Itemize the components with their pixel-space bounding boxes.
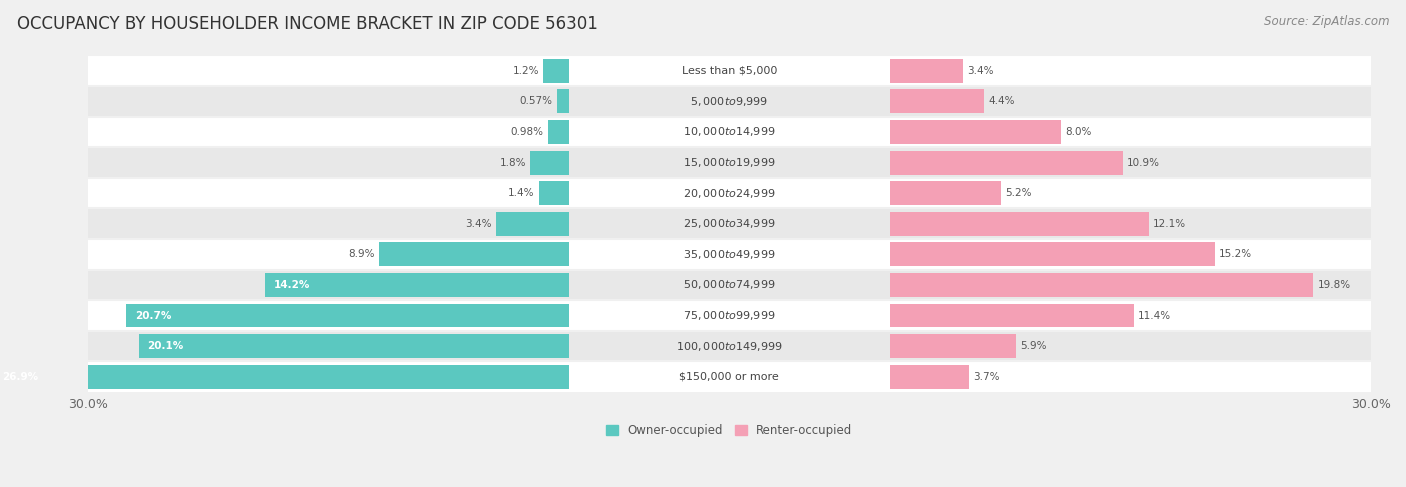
Bar bbox=[543, 59, 569, 83]
Text: $15,000 to $19,999: $15,000 to $19,999 bbox=[683, 156, 776, 169]
Bar bbox=[548, 120, 569, 144]
Text: $75,000 to $99,999: $75,000 to $99,999 bbox=[683, 309, 776, 322]
Text: 1.8%: 1.8% bbox=[499, 158, 526, 168]
Bar bbox=[890, 90, 984, 113]
Bar bbox=[530, 150, 569, 174]
Text: $5,000 to $9,999: $5,000 to $9,999 bbox=[690, 95, 769, 108]
Text: 15.2%: 15.2% bbox=[1219, 249, 1253, 260]
Text: 1.4%: 1.4% bbox=[508, 188, 534, 198]
Bar bbox=[127, 303, 569, 327]
Text: 5.2%: 5.2% bbox=[1005, 188, 1032, 198]
Text: $50,000 to $74,999: $50,000 to $74,999 bbox=[683, 279, 776, 291]
Text: 10.9%: 10.9% bbox=[1128, 158, 1160, 168]
Text: 4.4%: 4.4% bbox=[988, 96, 1015, 106]
Bar bbox=[0, 365, 569, 389]
Text: Source: ZipAtlas.com: Source: ZipAtlas.com bbox=[1264, 15, 1389, 28]
Bar bbox=[139, 334, 569, 358]
Bar bbox=[87, 86, 1371, 117]
Text: $25,000 to $34,999: $25,000 to $34,999 bbox=[683, 217, 776, 230]
Text: 0.57%: 0.57% bbox=[519, 96, 553, 106]
Bar bbox=[890, 303, 1133, 327]
Bar bbox=[266, 273, 569, 297]
Text: 8.9%: 8.9% bbox=[347, 249, 374, 260]
Bar bbox=[87, 208, 1371, 239]
Text: 3.4%: 3.4% bbox=[967, 66, 993, 76]
Bar bbox=[538, 181, 569, 205]
Text: 11.4%: 11.4% bbox=[1137, 311, 1171, 320]
Text: 20.7%: 20.7% bbox=[135, 311, 172, 320]
Bar bbox=[890, 150, 1123, 174]
Text: 19.8%: 19.8% bbox=[1317, 280, 1351, 290]
Text: Less than $5,000: Less than $5,000 bbox=[682, 66, 778, 76]
Bar bbox=[890, 273, 1313, 297]
Legend: Owner-occupied, Renter-occupied: Owner-occupied, Renter-occupied bbox=[602, 419, 858, 442]
Text: 20.1%: 20.1% bbox=[148, 341, 184, 351]
Text: $10,000 to $14,999: $10,000 to $14,999 bbox=[683, 126, 776, 138]
Bar bbox=[87, 56, 1371, 86]
Bar bbox=[87, 117, 1371, 147]
Text: 26.9%: 26.9% bbox=[1, 372, 38, 382]
Bar bbox=[496, 212, 569, 236]
Bar bbox=[890, 243, 1215, 266]
Bar bbox=[87, 178, 1371, 208]
Text: 1.2%: 1.2% bbox=[512, 66, 538, 76]
Bar bbox=[557, 90, 569, 113]
Bar bbox=[87, 300, 1371, 331]
Bar bbox=[378, 243, 569, 266]
Text: OCCUPANCY BY HOUSEHOLDER INCOME BRACKET IN ZIP CODE 56301: OCCUPANCY BY HOUSEHOLDER INCOME BRACKET … bbox=[17, 15, 598, 33]
Text: 5.9%: 5.9% bbox=[1021, 341, 1046, 351]
Text: $20,000 to $24,999: $20,000 to $24,999 bbox=[683, 187, 776, 200]
Text: 14.2%: 14.2% bbox=[274, 280, 311, 290]
Bar bbox=[890, 365, 969, 389]
Bar bbox=[87, 361, 1371, 392]
Text: $100,000 to $149,999: $100,000 to $149,999 bbox=[676, 339, 783, 353]
Text: 0.98%: 0.98% bbox=[510, 127, 544, 137]
Bar bbox=[890, 120, 1062, 144]
Bar bbox=[890, 59, 963, 83]
Text: 3.7%: 3.7% bbox=[973, 372, 1000, 382]
Text: 3.4%: 3.4% bbox=[465, 219, 492, 229]
Text: 12.1%: 12.1% bbox=[1153, 219, 1187, 229]
Text: 8.0%: 8.0% bbox=[1066, 127, 1091, 137]
Bar bbox=[890, 334, 1017, 358]
Bar bbox=[87, 239, 1371, 270]
Bar bbox=[890, 212, 1149, 236]
Text: $150,000 or more: $150,000 or more bbox=[679, 372, 779, 382]
Bar bbox=[87, 147, 1371, 178]
Text: $35,000 to $49,999: $35,000 to $49,999 bbox=[683, 248, 776, 261]
Bar bbox=[87, 331, 1371, 361]
Bar bbox=[890, 181, 1001, 205]
Bar bbox=[87, 270, 1371, 300]
